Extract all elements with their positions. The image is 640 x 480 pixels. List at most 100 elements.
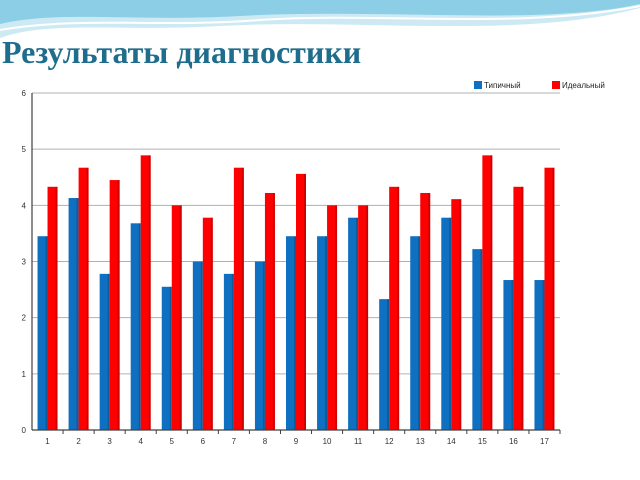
x-tick-label: 1 <box>45 437 50 446</box>
x-tick-label: 11 <box>354 437 363 446</box>
bar-ideal-shade <box>459 199 462 430</box>
decorative-wave-header <box>0 0 640 38</box>
bar-typical <box>286 236 296 430</box>
bar-ideal-shade <box>552 167 555 430</box>
legend-label-typical: Типичный <box>484 81 521 90</box>
bars-layer <box>37 155 555 430</box>
bar-ideal-shade <box>210 217 213 430</box>
x-tick-label: 5 <box>170 437 175 446</box>
bar-ideal <box>544 167 555 430</box>
bar-ideal-shade <box>397 186 400 430</box>
bar-ideal <box>358 205 369 430</box>
bar-ideal-shade <box>428 192 431 430</box>
legend: Типичный Идеальный <box>474 81 605 90</box>
x-tick-label: 6 <box>201 437 206 446</box>
y-tick-label: 0 <box>22 426 27 435</box>
bar-ideal <box>327 205 338 430</box>
x-tick-label: 14 <box>447 437 456 446</box>
bar-typical <box>192 261 203 430</box>
bar-ideal <box>47 186 58 430</box>
bar-typical <box>37 236 48 430</box>
bar-ideal-shade <box>179 205 182 430</box>
y-tick-label: 2 <box>22 314 27 323</box>
y-tick-label: 3 <box>22 258 27 267</box>
x-tick-label: 15 <box>478 437 487 446</box>
bar-typical-shade <box>45 236 48 430</box>
bar-ideal <box>233 167 244 430</box>
bar-typical <box>223 273 234 430</box>
bar-ideal <box>264 192 275 430</box>
bar-typical-shade <box>418 236 421 430</box>
bar-ideal <box>482 155 493 430</box>
y-tick-label: 4 <box>22 201 27 210</box>
x-tick-label: 4 <box>138 437 143 446</box>
bar-typical <box>534 280 545 430</box>
bar-typical <box>503 280 514 430</box>
bar-ideal-shade <box>521 186 524 430</box>
bar-ideal-shade <box>148 155 151 430</box>
x-tick-label: 16 <box>509 437 518 446</box>
x-tick-label: 7 <box>232 437 237 446</box>
bar-ideal-shade <box>117 180 120 430</box>
bar-typical-shade <box>356 217 359 430</box>
legend-swatch-typical <box>474 81 482 89</box>
bar-ideal <box>109 180 120 430</box>
x-tick-label: 10 <box>323 437 332 446</box>
bar-typical-shade <box>262 261 265 430</box>
wave-band-mid <box>0 0 640 24</box>
bar-ideal-shade <box>86 167 89 430</box>
wave-line-white <box>0 5 640 31</box>
bar-typical-shade <box>294 236 296 430</box>
slide-title: Результаты диагностики <box>2 34 362 70</box>
y-tick-label: 1 <box>22 370 27 379</box>
bar-ideal <box>513 186 524 430</box>
bar-ideal-shade <box>335 205 338 430</box>
bar-typical <box>317 236 328 430</box>
bar-ideal <box>389 186 400 430</box>
bar-typical <box>130 223 141 430</box>
bar-ideal-shade <box>490 155 493 430</box>
bar-typical <box>379 299 390 430</box>
bar-ideal <box>202 217 213 430</box>
bar-typical <box>410 236 421 430</box>
bar-typical-shade <box>107 273 110 430</box>
x-tick-label: 17 <box>540 437 549 446</box>
bar-typical-shade <box>169 286 172 430</box>
bar-ideal <box>296 173 306 430</box>
bar-typical-shade <box>231 273 234 430</box>
bar-ideal-shade <box>366 205 369 430</box>
x-tick-label: 12 <box>385 437 394 446</box>
bar-ideal <box>140 155 151 430</box>
bar-typical-shade <box>325 236 328 430</box>
y-tick-label: 5 <box>22 145 27 154</box>
bar-typical-shade <box>542 280 545 430</box>
x-tick-label: 2 <box>76 437 81 446</box>
bar-typical <box>254 261 265 430</box>
bar-typical-shade <box>387 299 390 430</box>
bar-typical-shade <box>138 223 141 430</box>
bar-typical <box>441 217 452 430</box>
legend-swatch-ideal <box>552 81 560 89</box>
bar-ideal <box>420 192 431 430</box>
bar-ideal-shade <box>55 186 58 430</box>
x-tick-label: 13 <box>416 437 425 446</box>
bar-typical <box>472 249 483 430</box>
bar-typical-shade <box>449 217 452 430</box>
bar-ideal <box>451 199 462 430</box>
x-tick-label: 8 <box>263 437 268 446</box>
bar-typical <box>68 198 79 430</box>
bar-ideal-shade <box>241 167 244 430</box>
bar-typical-shade <box>200 261 203 430</box>
bar-typical-shade <box>76 198 79 430</box>
bar-ideal <box>78 167 89 430</box>
bar-typical-shade <box>511 280 514 430</box>
bar-typical <box>348 217 359 430</box>
y-tick-label: 6 <box>22 89 27 98</box>
x-tick-label: 3 <box>107 437 112 446</box>
legend-label-ideal: Идеальный <box>562 81 605 90</box>
bar-ideal-shade <box>304 173 306 430</box>
bar-ideal <box>171 205 182 430</box>
x-tick-label: 9 <box>294 437 299 446</box>
